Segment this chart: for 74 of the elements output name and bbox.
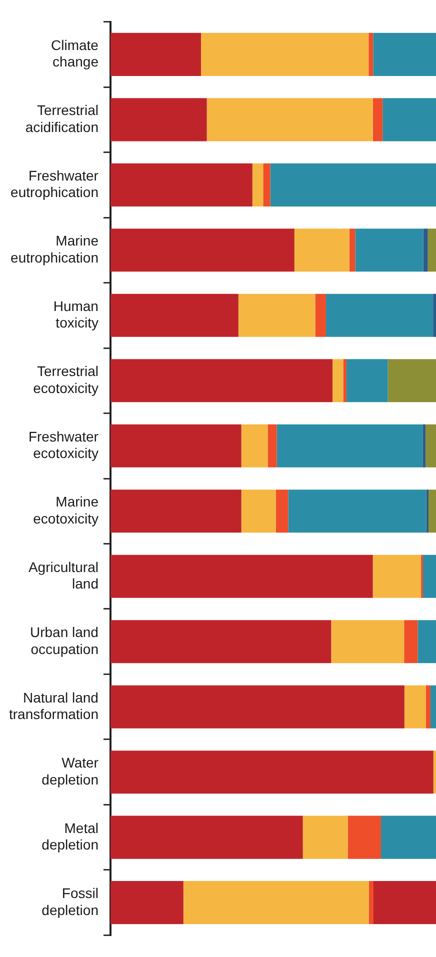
bar — [346, 359, 388, 402]
bar — [276, 490, 288, 533]
y-tick-label: Agricultural land — [28, 558, 98, 592]
bar — [404, 620, 418, 664]
bar — [276, 424, 423, 468]
bar — [368, 32, 374, 76]
bar — [372, 554, 422, 598]
y-tick-label: Terrestrial ecotoxicity — [33, 363, 98, 396]
bar — [238, 294, 316, 337]
y-tick-label: Climate change — [51, 36, 99, 70]
bar — [110, 32, 201, 76]
bar — [422, 424, 426, 468]
bar — [183, 881, 369, 924]
bar — [288, 490, 426, 533]
bar — [332, 359, 344, 402]
bar — [433, 294, 436, 337]
bar — [110, 294, 238, 337]
y-tick-label: Water depletion — [42, 754, 99, 788]
bar — [110, 685, 404, 728]
bar — [110, 750, 434, 794]
y-tick-label: Human toxicity — [53, 298, 98, 331]
bar — [110, 620, 332, 664]
bar — [110, 163, 252, 206]
bar — [268, 424, 277, 468]
bar — [423, 228, 428, 272]
bar — [428, 490, 436, 533]
y-tick-label: Freshwater eutrophication — [10, 167, 99, 200]
bar — [110, 424, 242, 468]
bar — [348, 816, 381, 859]
bar — [263, 163, 270, 206]
bar — [343, 359, 346, 402]
bar — [294, 228, 350, 272]
bar — [110, 816, 303, 859]
y-tick-label: Freshwater ecotoxicity — [28, 428, 99, 462]
bar — [380, 816, 436, 859]
bar — [302, 816, 348, 859]
bar — [110, 881, 184, 924]
bar — [270, 163, 436, 206]
bar — [349, 228, 356, 272]
bar — [428, 228, 436, 272]
bar — [426, 685, 430, 728]
bar — [252, 163, 264, 206]
bar — [200, 32, 369, 76]
bar — [433, 750, 436, 794]
bar — [110, 359, 332, 402]
bar — [430, 685, 436, 728]
bar — [241, 490, 276, 533]
bar — [426, 424, 436, 468]
bar — [426, 490, 429, 533]
y-tick-label: Metal depletion — [42, 820, 98, 853]
bar — [326, 294, 434, 337]
bar — [110, 490, 242, 533]
bar — [404, 685, 426, 728]
y-tick-label: Urban land occupation — [30, 624, 98, 657]
bar — [241, 424, 268, 468]
bar — [373, 32, 436, 76]
bar — [331, 620, 404, 664]
bar — [422, 554, 436, 598]
y-tick-label: Fossil depletion — [42, 885, 98, 918]
bar — [355, 228, 424, 272]
y-tick-label: Natural land transformation — [9, 689, 98, 722]
bar — [372, 98, 383, 142]
bar — [315, 294, 326, 337]
y-tick-label: Marine eutrophication — [10, 232, 99, 266]
bar — [206, 98, 373, 142]
bar — [368, 881, 374, 924]
bar — [110, 554, 373, 598]
y-tick-label: Marine ecotoxicity — [33, 494, 99, 526]
bar — [418, 620, 436, 664]
bar — [110, 228, 294, 272]
bar — [110, 98, 207, 142]
bar — [382, 98, 436, 142]
y-tick-label: Terrestrial acidification — [25, 102, 98, 135]
bar — [388, 359, 436, 402]
